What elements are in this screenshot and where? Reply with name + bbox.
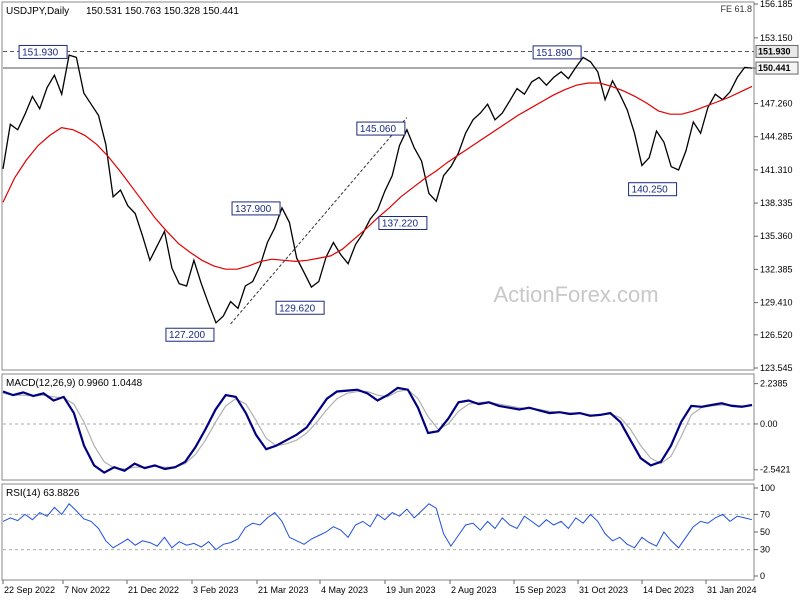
fe-label: FE 61.8 <box>720 4 752 14</box>
x-tick-label: 19 Jun 2023 <box>386 585 436 595</box>
swing-annotation-label: 140.250 <box>632 185 669 196</box>
price-layer: 151.930 127.200 137.900 129.620 145.060 137.2… <box>2 44 754 342</box>
swing-annotation-box <box>275 300 325 315</box>
x-tick-label: 3 Feb 2023 <box>193 585 239 595</box>
swing-annotation-label: 151.890 <box>536 48 573 59</box>
rsi-y-tick-label: 100 <box>760 483 775 493</box>
x-tick-label: 21 Dec 2022 <box>128 585 179 595</box>
price-y-tick-label: 141.310 <box>760 165 793 175</box>
macd-y-tick-label: 2.2385 <box>760 379 788 389</box>
swing-annotation-label: 129.620 <box>279 303 316 314</box>
swing-annotation-label: 151.930 <box>22 47 59 58</box>
axis-layer: 156.185 153.150 150.441 147.260 144.285 141.3… <box>2 0 799 595</box>
rsi-y-tick-label: 70 <box>760 509 770 519</box>
rsi-y-tick-label: 30 <box>760 545 770 555</box>
rsi-y-tick-label: 50 <box>760 527 770 537</box>
macd-layer <box>2 386 754 474</box>
swing-annotation-box <box>18 44 68 59</box>
swing-annotation-label: 127.200 <box>169 330 206 341</box>
rsi-panel-frame <box>1 483 755 581</box>
swing-annotation-box <box>356 121 406 136</box>
price-y-tick-label: 156.185 <box>760 0 793 9</box>
trend-line <box>230 117 408 325</box>
swing-annotation-box <box>165 327 215 342</box>
swing-annotation-box <box>231 201 281 216</box>
price-y-tick-label: 129.410 <box>760 298 793 308</box>
price-close-series <box>2 54 753 324</box>
moving-average-series <box>2 82 753 270</box>
x-tick-label: 31 Oct 2023 <box>579 585 628 595</box>
swing-annotation-label: 145.060 <box>360 124 397 135</box>
swing-annotation-label: 137.220 <box>382 218 419 229</box>
x-tick-label: 2 Aug 2023 <box>451 585 497 595</box>
x-tick-label: 15 Sep 2023 <box>515 585 566 595</box>
x-tick-label: 22 Sep 2022 <box>4 585 55 595</box>
price-level-box <box>755 44 799 58</box>
macd-y-tick-label: 0.00 <box>760 419 778 429</box>
x-tick-label: 4 May 2023 <box>321 585 368 595</box>
price-y-tick-label: 123.545 <box>760 363 793 373</box>
swing-annotation-box <box>532 45 582 60</box>
macd-title: MACD(12,26,9) 0.9960 1.0448 <box>6 378 143 389</box>
rsi-y-tick-label: 0 <box>760 571 765 581</box>
rsi-title: RSI(14) 63.8826 <box>6 488 80 499</box>
x-tick-label: 7 Nov 2022 <box>64 585 110 595</box>
price-y-tick-label: 135.360 <box>760 231 793 241</box>
x-tick-label: 31 Jan 2024 <box>707 585 757 595</box>
x-tick-label: 14 Dec 2023 <box>643 585 694 595</box>
price-level-label: 151.930 <box>758 46 791 56</box>
price-y-tick-label: 126.520 <box>760 330 793 340</box>
price-y-tick-label: 147.260 <box>760 99 793 109</box>
symbol-label: USDJPY,Daily <box>6 6 69 17</box>
price-y-tick-label: 153.150 <box>760 33 793 43</box>
rsi-layer <box>2 503 754 551</box>
rsi-series <box>2 503 753 551</box>
swing-annotation-box <box>628 182 678 197</box>
price-panel-frame <box>1 1 755 371</box>
price-y-tick-label: 132.385 <box>760 264 793 274</box>
watermark-text: ActionForex.com <box>493 282 658 307</box>
x-tick-label: 21 Mar 2023 <box>258 585 309 595</box>
macd-main-series <box>2 386 753 474</box>
macd-y-tick-label: -2.5421 <box>760 465 791 475</box>
swing-annotation-box <box>378 215 428 230</box>
price-level-label: 150.441 <box>758 63 791 73</box>
price-level-box <box>755 61 799 75</box>
price-y-tick-label: 138.335 <box>760 198 793 208</box>
ohlc-values: 150.531 150.763 150.328 150.441 <box>86 6 239 17</box>
swing-annotation-label: 137.900 <box>235 204 272 215</box>
price-y-tick-label: 144.285 <box>760 132 793 142</box>
macd-panel-frame <box>1 373 755 481</box>
